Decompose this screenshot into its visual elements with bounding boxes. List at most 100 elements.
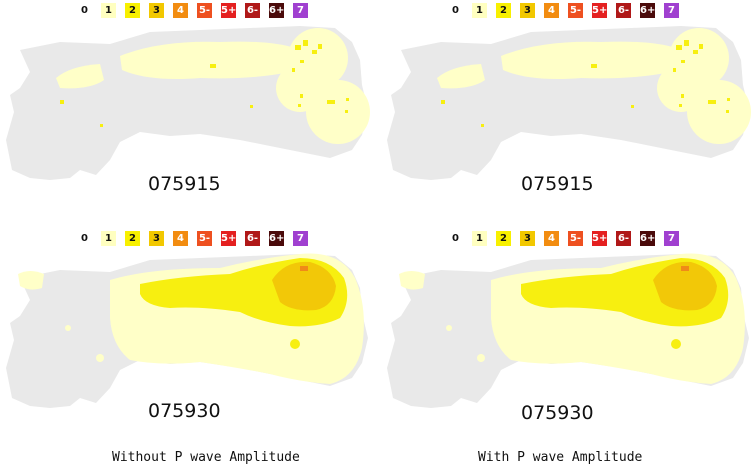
legend-swatch-8: 6+ bbox=[269, 231, 285, 246]
intensity-legend: 0 1 2 3 4 5- 5+ 6- 6+ 7 bbox=[77, 231, 317, 246]
intensity-1-spot bbox=[65, 325, 71, 331]
intensity-1-patch bbox=[437, 64, 485, 89]
intensity-1-patch bbox=[687, 80, 751, 144]
intensity-1-spot bbox=[446, 325, 452, 331]
intensity-2-cell bbox=[300, 94, 303, 98]
intensity-1-band bbox=[120, 41, 295, 79]
legend-swatch-3: 3 bbox=[149, 3, 164, 18]
intensity-1-patch bbox=[56, 64, 104, 89]
intensity-2-cell bbox=[303, 40, 308, 46]
map-panel-top-right: 0 1 2 3 4 5- 5+ 6- 6+ 7 075915 bbox=[381, 0, 754, 225]
timestamp-label: 075915 bbox=[148, 173, 221, 195]
map-panel-bottom-right: 0 1 2 3 4 5- 5+ 6- 6+ 7 075930 bbox=[381, 228, 754, 453]
legend-swatch-1: 1 bbox=[472, 3, 487, 18]
intensity-2-cell bbox=[481, 124, 484, 127]
intensity-2-cell bbox=[345, 110, 348, 113]
intensity-2-cell bbox=[60, 100, 64, 104]
legend-swatch-2: 2 bbox=[125, 3, 140, 18]
legend-swatch-9: 7 bbox=[293, 231, 308, 246]
intensity-2-cell bbox=[295, 45, 301, 50]
intensity-2-cell bbox=[673, 68, 676, 72]
intensity-2-cell bbox=[591, 64, 597, 68]
legend-swatch-0: 0 bbox=[77, 3, 92, 18]
legend-swatch-3: 3 bbox=[520, 3, 535, 18]
intensity-2-cell bbox=[681, 60, 685, 63]
intensity-2-cell bbox=[250, 105, 253, 108]
legend-swatch-0: 0 bbox=[448, 3, 463, 18]
intensity-2-cell bbox=[210, 64, 216, 68]
legend-swatch-4: 4 bbox=[544, 231, 559, 246]
legend-swatch-0: 0 bbox=[448, 231, 463, 246]
intensity-map bbox=[387, 26, 751, 180]
legend-swatch-3: 3 bbox=[520, 231, 535, 246]
timestamp-label: 075930 bbox=[521, 402, 594, 424]
legend-swatch-2: 2 bbox=[125, 231, 140, 246]
intensity-2-marks bbox=[60, 40, 349, 127]
legend-swatch-4: 4 bbox=[173, 231, 188, 246]
intensity-2-cell bbox=[727, 98, 730, 101]
legend-swatch-3: 3 bbox=[149, 231, 164, 246]
intensity-2-cell bbox=[100, 124, 103, 127]
legend-swatch-8: 6+ bbox=[640, 3, 656, 18]
legend-swatch-8: 6+ bbox=[640, 231, 656, 246]
intensity-2-cell bbox=[346, 98, 349, 101]
intensity-2-cell bbox=[312, 50, 317, 54]
intensity-1-band bbox=[501, 41, 676, 79]
legend-swatch-6: 5+ bbox=[592, 3, 608, 18]
intensity-2-cell bbox=[699, 44, 703, 49]
map-panel-top-left: 0 1 2 3 4 5- 5+ 6- 6+ 7 075915 bbox=[0, 0, 373, 225]
intensity-2-cell bbox=[676, 45, 682, 50]
intensity-2-cell bbox=[693, 50, 698, 54]
intensity-2-cell bbox=[684, 40, 689, 46]
intensity-2-cell bbox=[300, 60, 304, 63]
legend-swatch-5: 5- bbox=[197, 231, 212, 246]
intensity-map bbox=[6, 26, 370, 180]
caption-left: Without P wave Amplitude bbox=[112, 450, 300, 465]
intensity-2-cell bbox=[318, 44, 322, 49]
timestamp-label: 075915 bbox=[521, 173, 594, 195]
legend-swatch-5: 5- bbox=[568, 3, 583, 18]
intensity-4-cell bbox=[681, 266, 689, 271]
intensity-2-cell bbox=[631, 105, 634, 108]
intensity-2-cell bbox=[726, 110, 729, 113]
legend-swatch-0: 0 bbox=[77, 231, 92, 246]
intensity-1-zone bbox=[437, 28, 751, 144]
intensity-2-cell bbox=[292, 68, 295, 72]
intensity-2-cell bbox=[327, 100, 335, 104]
intensity-2-cell bbox=[708, 100, 716, 104]
legend-swatch-2: 2 bbox=[496, 3, 511, 18]
intensity-2-cell bbox=[679, 104, 682, 107]
intensity-4-cell bbox=[300, 266, 308, 271]
legend-swatch-9: 7 bbox=[664, 231, 679, 246]
intensity-2-cell bbox=[681, 94, 684, 98]
intensity-2-cell bbox=[298, 104, 301, 107]
legend-swatch-9: 7 bbox=[664, 3, 679, 18]
map-panel-bottom-left: 0 1 2 3 4 5- 5+ 6- 6+ 7 075930 bbox=[0, 228, 373, 453]
intensity-1-patch bbox=[18, 271, 44, 290]
legend-swatch-6: 5+ bbox=[592, 231, 608, 246]
intensity-1-zone bbox=[56, 28, 370, 144]
legend-swatch-1: 1 bbox=[101, 231, 116, 246]
intensity-2-spot bbox=[290, 339, 300, 349]
legend-swatch-7: 6- bbox=[245, 3, 260, 18]
timestamp-label: 075930 bbox=[148, 400, 221, 422]
legend-swatch-6: 5+ bbox=[221, 231, 237, 246]
intensity-1-spot bbox=[96, 354, 104, 362]
legend-swatch-7: 6- bbox=[616, 3, 631, 18]
intensity-legend: 0 1 2 3 4 5- 5+ 6- 6+ 7 bbox=[448, 231, 688, 246]
legend-swatch-7: 6- bbox=[245, 231, 260, 246]
legend-swatch-2: 2 bbox=[496, 231, 511, 246]
legend-swatch-4: 4 bbox=[173, 3, 188, 18]
legend-swatch-4: 4 bbox=[544, 3, 559, 18]
legend-swatch-8: 6+ bbox=[269, 3, 285, 18]
intensity-2-marks bbox=[441, 40, 730, 127]
legend-swatch-7: 6- bbox=[616, 231, 631, 246]
legend-swatch-6: 5+ bbox=[221, 3, 237, 18]
intensity-map bbox=[6, 253, 368, 408]
legend-swatch-5: 5- bbox=[197, 3, 212, 18]
legend-swatch-9: 7 bbox=[293, 3, 308, 18]
legend-swatch-5: 5- bbox=[568, 231, 583, 246]
intensity-3-zone bbox=[653, 261, 717, 311]
intensity-legend: 0 1 2 3 4 5- 5+ 6- 6+ 7 bbox=[448, 3, 688, 18]
intensity-map bbox=[387, 253, 749, 408]
